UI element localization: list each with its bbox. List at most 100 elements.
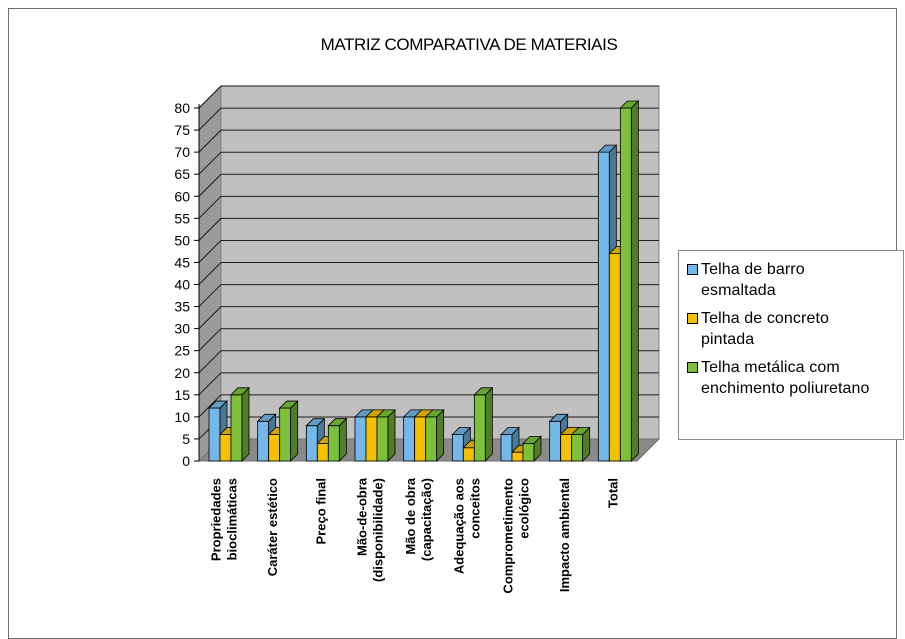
bar-top [376, 409, 396, 418]
bar [560, 434, 573, 462]
bar [608, 253, 621, 462]
y-tick-label: 0 [182, 453, 190, 469]
bar [268, 434, 281, 462]
gridline-side [198, 240, 222, 263]
bar [462, 447, 475, 462]
x-tick-label: Adequação aos [452, 478, 467, 574]
legend-label: Telha de barro esmaltada [701, 261, 805, 299]
gridline-side [198, 195, 222, 219]
y-tick-label: 65 [174, 166, 190, 182]
bar [500, 434, 513, 462]
bar-top [327, 418, 348, 427]
legend-item: Telha de barro esmaltada [687, 259, 903, 301]
bar [571, 434, 584, 462]
bar-top [522, 435, 542, 444]
y-tick-label: 15 [174, 387, 190, 403]
legend-swatch [687, 264, 698, 275]
bar-side [436, 408, 445, 462]
gridline-side [198, 262, 222, 285]
bar [403, 416, 416, 462]
x-tick-label: bioclimáticas [224, 478, 239, 560]
y-tick-label: 45 [174, 254, 190, 270]
gridline-side [198, 107, 222, 131]
x-tick-label: (disponibilidade) [370, 478, 385, 582]
x-tick-label: Preço final [314, 478, 329, 544]
x-tick-label: Mão de obra [403, 477, 418, 554]
x-tick-label: Total [606, 478, 621, 508]
y-tick-label: 60 [174, 188, 190, 204]
bar-top [548, 413, 569, 422]
y-tick-label: 25 [174, 343, 190, 359]
bar [354, 416, 367, 462]
bar-top [278, 400, 299, 409]
bar-side [630, 100, 639, 462]
gridline-side [198, 394, 222, 418]
y-tick-label: 20 [174, 365, 190, 381]
bar-top [619, 100, 640, 109]
bar-top [570, 427, 591, 435]
gridline-side [198, 328, 222, 352]
gridline-side [198, 372, 222, 396]
bar [327, 425, 340, 462]
y-tick-label: 5 [182, 431, 190, 447]
gridline-side [198, 284, 222, 307]
bar [597, 151, 610, 462]
x-tick-label: (capacitação) [419, 478, 434, 561]
gridline-side [198, 218, 222, 241]
y-tick-label: 80 [174, 100, 190, 116]
gridline-side [198, 151, 222, 175]
bar [425, 416, 438, 462]
bar [451, 434, 464, 462]
y-tick-label: 70 [174, 144, 190, 160]
bar [208, 407, 221, 462]
bar [279, 407, 292, 462]
bar-side [290, 400, 299, 462]
y-tick-label: 35 [174, 299, 190, 315]
legend-item: Telha de concreto pintada [687, 308, 903, 350]
bar [473, 394, 486, 462]
bar-top [597, 144, 618, 153]
bar [549, 420, 562, 462]
y-tick-label: 50 [174, 232, 190, 248]
legend-swatch [687, 313, 698, 324]
bar [619, 107, 632, 462]
bar-top [208, 400, 228, 409]
legend-item: Telha metálica com enchimento poliuretano [687, 357, 903, 399]
bar [230, 394, 243, 462]
x-tick-label: Comprometimento [500, 478, 515, 594]
bar-side [387, 408, 396, 462]
bar-side [241, 386, 250, 462]
bar [522, 442, 535, 462]
legend-label: Telha metálica com enchimento poliuretano [701, 359, 870, 397]
x-tick-label: ecológico [516, 478, 531, 539]
legend-label: Telha de concreto pintada [701, 310, 830, 348]
legend-swatch [687, 362, 698, 373]
bar [511, 451, 524, 462]
y-tick-label: 40 [174, 277, 190, 293]
gridline-side [198, 306, 222, 329]
chart-title: MATRIZ COMPARATIVA DE MATERIAIS [321, 35, 618, 54]
bar [316, 442, 329, 462]
y-tick-label: 55 [174, 210, 190, 226]
bar [305, 425, 318, 462]
y-tick-label: 75 [174, 122, 190, 138]
bar-top [451, 427, 472, 435]
bar-top [230, 387, 250, 396]
x-tick-label: Propriedades [208, 478, 223, 561]
x-tick-label: Caráter estético [265, 478, 280, 576]
legend: Telha de barro esmaltada Telha de concreto… [678, 250, 904, 440]
gridline-side [198, 350, 222, 374]
plot-area: 0 5 10 15 20 25 30 35 40 45 50 55 60 65 70 75 80 Propried… [174, 84, 661, 594]
y-tick-label: 10 [174, 409, 190, 425]
x-tick-label: Mão-de-obra [354, 477, 369, 556]
bar-top [305, 418, 326, 427]
bar [257, 420, 270, 462]
gridline-side [198, 85, 222, 109]
gridline-side [198, 173, 222, 197]
bar-top [500, 427, 520, 435]
bar-top [256, 413, 277, 422]
bar [376, 416, 389, 462]
x-tick-label: Impacto ambiental [557, 478, 572, 592]
bar [365, 416, 378, 462]
bar-top [473, 387, 494, 396]
